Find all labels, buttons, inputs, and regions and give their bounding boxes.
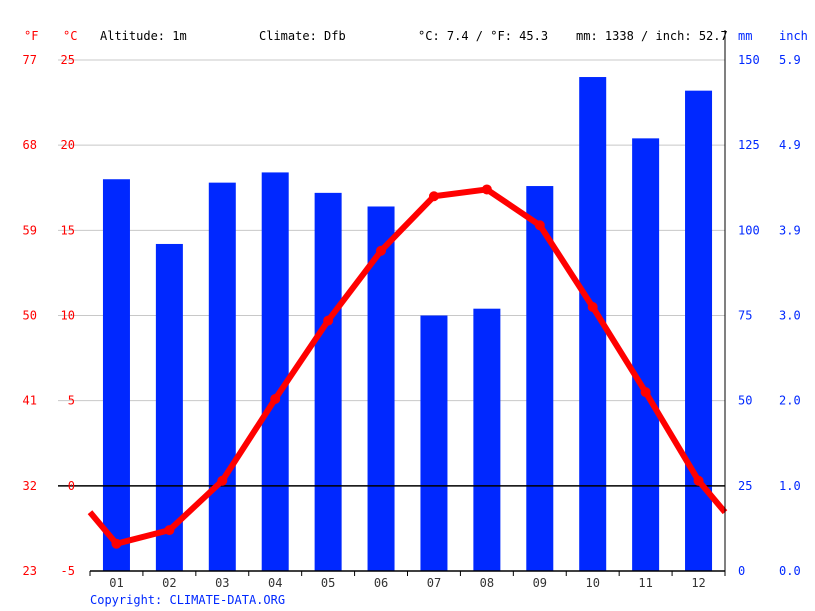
temperature-point (640, 387, 651, 398)
temperature-point (376, 245, 387, 256)
copyright-link[interactable]: Copyright: CLIMATE-DATA.ORG (90, 593, 285, 607)
precip-bar (632, 138, 660, 571)
precip-bar (420, 315, 448, 571)
temperature-point (111, 538, 122, 549)
temperature-line (87, 186, 728, 547)
temperature-point (693, 475, 704, 486)
temperature-point (217, 475, 228, 486)
precip-bar (314, 192, 342, 572)
temperature-point (164, 525, 175, 536)
c-unit-label: °C (63, 29, 77, 43)
month-label: 11 (638, 576, 652, 590)
month-label: 12 (691, 576, 705, 590)
f-tick-label: 77 (23, 53, 37, 67)
f-tick-label: 41 (23, 394, 37, 408)
month-label: 04 (268, 576, 282, 590)
c-tick-label: 20 (61, 138, 75, 152)
inch-tick-label: 3.0 (779, 309, 801, 323)
precip-total-label: mm: 1338 / inch: 52.7 (576, 29, 728, 43)
mm-tick-label: 0 (738, 564, 745, 578)
month-label: 09 (533, 576, 547, 590)
f-tick-label: 32 (23, 479, 37, 493)
precip-bar (208, 182, 236, 571)
c-tick-label: 0 (68, 479, 75, 493)
precip-bar (102, 179, 130, 571)
inch-tick-label: 4.9 (779, 138, 801, 152)
mm-tick-label: 100 (738, 223, 760, 237)
mm-tick-label: 75 (738, 309, 752, 323)
temperature-point (428, 191, 439, 202)
temperature-point (481, 184, 492, 195)
precip-bar (473, 308, 501, 571)
f-tick-label: 59 (23, 223, 37, 237)
f-unit-label: °F (24, 29, 38, 43)
month-label: 06 (374, 576, 388, 590)
month-label: 07 (427, 576, 441, 590)
altitude-label: Altitude: 1m (100, 29, 187, 43)
temperature-point (534, 220, 545, 231)
inch-tick-label: 3.9 (779, 223, 801, 237)
f-tick-label: 23 (23, 564, 37, 578)
month-label: 05 (321, 576, 335, 590)
c-tick-label: -5 (61, 564, 75, 578)
c-tick-label: 5 (68, 394, 75, 408)
inch-tick-label: 5.9 (779, 53, 801, 67)
month-label: 08 (480, 576, 494, 590)
month-label: 03 (215, 576, 229, 590)
f-tick-label: 50 (23, 309, 37, 323)
mm-tick-label: 25 (738, 479, 752, 493)
month-label: 10 (585, 576, 599, 590)
precip-bar (155, 243, 183, 571)
c-tick-label: 15 (61, 223, 75, 237)
mm-tick-label: 150 (738, 53, 760, 67)
c-tick-label: 25 (61, 53, 75, 67)
temperature-point (270, 393, 281, 404)
month-label: 02 (162, 576, 176, 590)
temp-avg-label: °C: 7.4 / °F: 45.3 (418, 29, 548, 43)
f-tick-label: 68 (23, 138, 37, 152)
precip-bar (526, 186, 554, 571)
month-label: 01 (109, 576, 123, 590)
inch-unit-label: inch (779, 29, 808, 43)
mm-tick-label: 125 (738, 138, 760, 152)
mm-unit-label: mm (738, 29, 752, 43)
inch-tick-label: 1.0 (779, 479, 801, 493)
climate-label: Climate: Dfb (259, 29, 346, 43)
precip-bar (261, 172, 289, 572)
temperature-point (323, 315, 334, 326)
temperature-point (587, 301, 598, 312)
c-tick-label: 10 (61, 309, 75, 323)
inch-tick-label: 2.0 (779, 394, 801, 408)
precip-bar (685, 90, 713, 571)
inch-tick-label: 0.0 (779, 564, 801, 578)
mm-tick-label: 50 (738, 394, 752, 408)
